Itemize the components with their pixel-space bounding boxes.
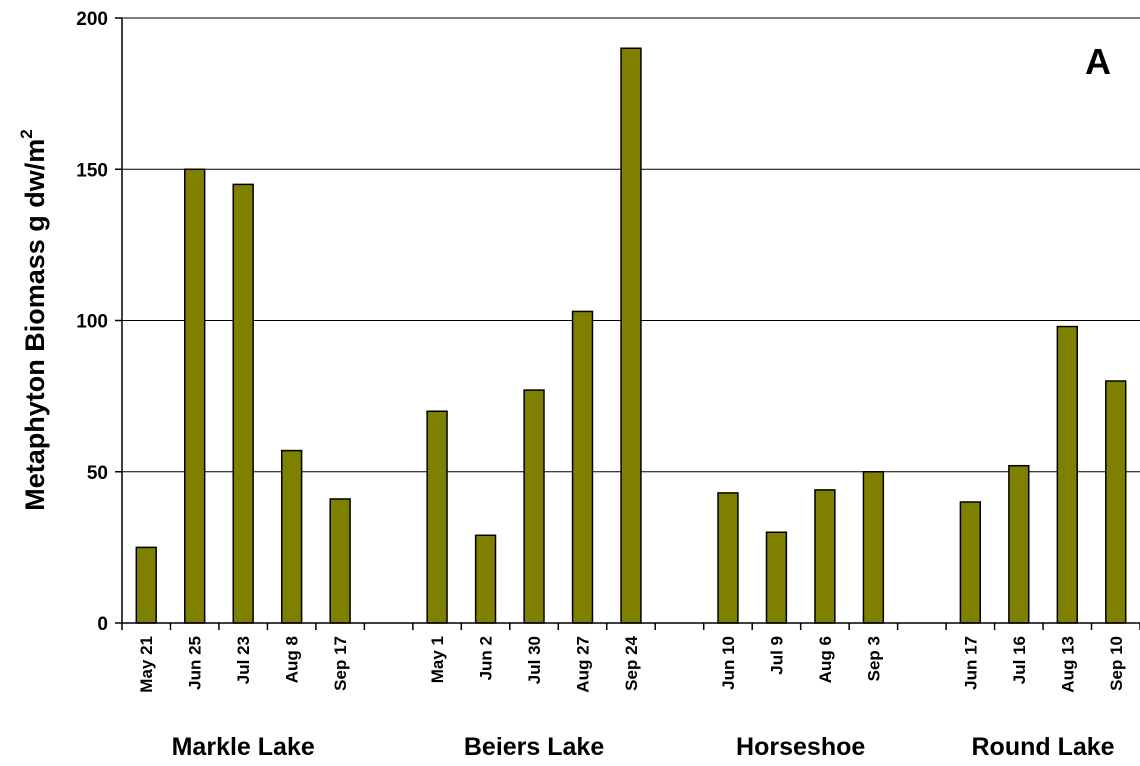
- bar-sep-3: [862, 471, 885, 624]
- x-tick-label: May 1: [428, 636, 447, 683]
- bar-jul-23: [232, 183, 254, 624]
- x-tick-label: Sep 17: [331, 636, 350, 691]
- x-tick-label: Jul 9: [767, 636, 786, 675]
- x-tick-label: Aug 6: [816, 636, 835, 683]
- bar-jun-25: [184, 168, 206, 624]
- bar-jun-2: [474, 534, 497, 624]
- group-label-3: Round Lake: [972, 733, 1115, 761]
- bar-may-1: [426, 410, 448, 624]
- y-axis-label-superscript: 2: [17, 129, 36, 138]
- x-tick-label: Jun 25: [186, 636, 205, 690]
- bar-aug-8: [280, 449, 303, 624]
- x-tick-label: Jul 16: [1010, 636, 1029, 684]
- y-axis-label: Metaphyton Biomass g dw/m2: [17, 129, 50, 511]
- y-tick-label-100: 100: [76, 312, 108, 333]
- x-tick-label: May 21: [137, 636, 156, 693]
- y-tick-labels: 0 50 100 150 200: [76, 9, 108, 635]
- x-tick-label: Aug 8: [283, 636, 302, 683]
- x-tick-label: Jun 2: [477, 636, 496, 680]
- bar-jul-16: [1008, 464, 1030, 624]
- x-tick-label: Jul 30: [525, 636, 544, 684]
- y-axis-label-text: Metaphyton Biomass g dw/m: [20, 139, 50, 511]
- bar-aug-13: [1056, 325, 1078, 624]
- x-tick-label: Aug 13: [1058, 636, 1077, 693]
- x-tick-label: Aug 27: [574, 636, 593, 693]
- bar-aug-27: [571, 310, 594, 624]
- group-labels: Markle Lake Beiers Lake Horseshoe Round Lak…: [172, 733, 1115, 761]
- x-tick-label: Sep 10: [1107, 636, 1126, 691]
- bar-sep-10: [1105, 380, 1127, 624]
- y-tick-label-200: 200: [76, 9, 108, 30]
- x-tick-label: Jul 23: [234, 636, 253, 684]
- group-label-1: Beiers Lake: [464, 733, 604, 761]
- y-tick-label-50: 50: [87, 463, 108, 484]
- bar-jul-30: [523, 389, 545, 624]
- y-tick-label-0: 0: [97, 614, 108, 635]
- x-tick-label: Sep 24: [622, 635, 641, 690]
- axes: [115, 17, 1140, 630]
- y-tick-label-150: 150: [76, 160, 108, 181]
- x-tick-label: Sep 3: [864, 636, 883, 681]
- x-tick-label: Jun 10: [719, 636, 738, 690]
- bar-aug-6: [814, 489, 836, 624]
- x-tick-labels: May 21 Jun 25 Jul 23 Aug 8 Sep 17 May 1 Jun 2 J…: [137, 635, 1126, 692]
- bar-jul-9: [765, 531, 788, 624]
- bars: [135, 47, 1127, 624]
- panel-label: A: [1085, 41, 1111, 82]
- bar-sep-24: [620, 47, 642, 624]
- x-tick-label: Jun 17: [961, 636, 980, 690]
- group-label-2: Horseshoe: [736, 733, 865, 761]
- group-label-0: Markle Lake: [172, 733, 315, 761]
- bar-sep-17: [329, 498, 351, 624]
- bar-jun-17: [959, 501, 982, 624]
- bar-jun-10: [717, 492, 739, 624]
- bar-may-21: [135, 546, 157, 624]
